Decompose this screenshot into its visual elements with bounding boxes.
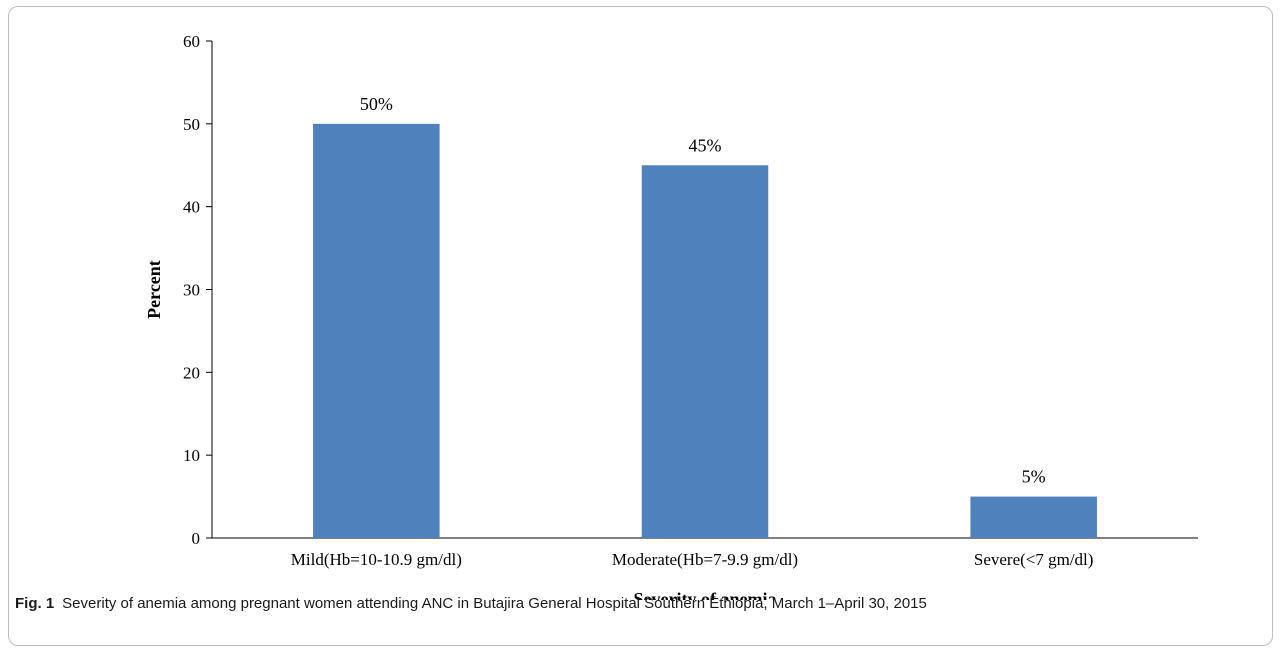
x-tick-label: Moderate(Hb=7-9.9 gm/dl) <box>612 550 798 569</box>
bar <box>313 123 440 538</box>
y-tick-label: 50 <box>183 115 200 134</box>
y-ticks: 0 10 20 30 40 50 60 <box>183 32 212 548</box>
bar-data-label: 45% <box>689 135 722 155</box>
bar-data-label: 5% <box>1022 467 1046 487</box>
y-tick-label: 40 <box>183 198 200 217</box>
bars: 50% 45% 5% <box>313 94 1097 538</box>
bar-chart: 0 10 20 30 40 50 60 50% 45% 5% Mild(Hb=10-10.9 g… <box>144 32 1198 600</box>
y-tick-label: 0 <box>192 529 201 548</box>
x-axis-label: Severity of anemia <box>634 589 777 600</box>
x-tick-label: Severe(<7 gm/dl) <box>974 550 1094 569</box>
y-tick-label: 10 <box>183 446 200 465</box>
x-tick-label: Mild(Hb=10-10.9 gm/dl) <box>291 550 462 569</box>
y-axis-label: Percent <box>144 260 164 319</box>
y-tick-label: 30 <box>183 281 200 300</box>
figure-frame <box>8 6 1273 646</box>
bar-data-label: 50% <box>360 94 393 114</box>
bar <box>641 165 769 538</box>
figure-caption: Fig. 1 Severity of anemia among pregnant … <box>15 595 1265 612</box>
bar <box>970 496 1097 538</box>
figure-label: Fig. 1 <box>15 595 55 612</box>
x-tick-labels: Mild(Hb=10-10.9 gm/dl) Moderate(Hb=7-9.9 … <box>291 550 1094 569</box>
y-tick-label: 60 <box>183 32 200 51</box>
caption-text: Severity of anemia among pregnant women … <box>62 595 927 612</box>
y-tick-label: 20 <box>183 363 200 382</box>
